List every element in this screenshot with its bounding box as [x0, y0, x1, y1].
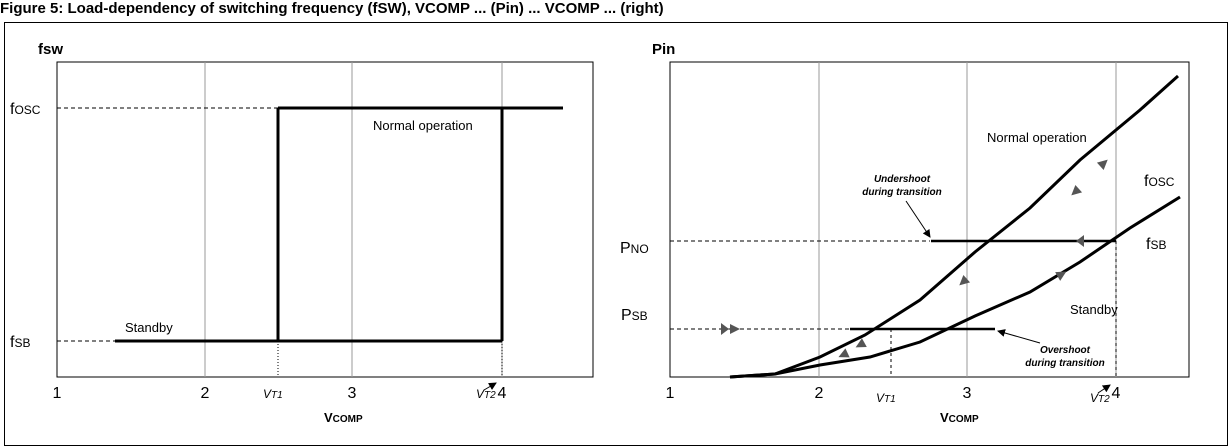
right-y-title: Pin	[652, 41, 675, 58]
right-overshoot-label-1: Overshoot	[1040, 345, 1091, 356]
right-arrow-fosc-down-1	[1071, 184, 1083, 196]
right-label-standby: Standby	[1070, 302, 1118, 317]
right-arrow-fosc-down-2	[959, 274, 971, 286]
right-undershoot-label-1: Undershoot	[874, 174, 931, 185]
right-arrow-fosc-down-3	[855, 338, 867, 348]
right-fosc-curve	[729, 74, 1180, 379]
left-y-label-fsb: fSB	[10, 334, 30, 351]
left-x-tick-3: 3	[348, 385, 357, 402]
left-x-title: VCOMP	[324, 410, 363, 425]
right-overshoot-label-2: during transition	[1025, 358, 1104, 369]
right-x-tick-3: 3	[963, 385, 972, 402]
right-undershoot-arrow	[905, 200, 931, 238]
right-x-tick-2: 2	[815, 385, 824, 402]
right-vt2-arrow	[1097, 384, 1111, 394]
right-x-tick-4: 4	[1112, 385, 1121, 402]
left-label-normal: Normal operation	[373, 118, 473, 133]
left-y-title: fsw	[38, 41, 63, 58]
right-undershoot-label-2: during transition	[862, 187, 941, 198]
right-arrow-fosc-up	[1096, 159, 1108, 171]
right-y-label-pno: PNO	[620, 240, 649, 257]
right-arrow-fsb-low	[838, 348, 850, 358]
left-vt2-arrow	[483, 382, 497, 391]
right-x-tick-1: 1	[666, 385, 675, 402]
left-x-tick-4: 4	[498, 385, 507, 402]
right-arrow-pno	[1076, 235, 1084, 247]
right-y-label-psb: PSB	[621, 307, 648, 324]
left-x-tick-2: 2	[201, 385, 210, 402]
right-vt2-label: VT2	[1090, 391, 1110, 405]
left-y-label-fosc: fOSC	[10, 101, 41, 118]
right-curve-label-fsb: fSB	[1146, 236, 1166, 253]
right-arrow-psb-2	[730, 324, 740, 334]
right-fsb-curve	[729, 195, 1181, 379]
left-vt2-label: VT2	[476, 387, 496, 401]
left-label-standby: Standby	[125, 320, 173, 335]
figure-caption: Figure 5: Load-dependency of switching f…	[0, 0, 664, 17]
right-arrow-psb	[721, 323, 729, 335]
right-vt1-label: VT1	[876, 391, 896, 405]
right-arrow-fsb-up	[1055, 271, 1067, 281]
left-plot: fsw fOSC fSB Normal operation Standby 1 …	[10, 41, 594, 425]
figure-frame	[4, 22, 1228, 446]
right-label-normal: Normal operation	[987, 130, 1087, 145]
left-x-tick-1: 1	[53, 385, 62, 402]
right-plot-area	[669, 61, 1190, 378]
right-x-title: VCOMP	[940, 410, 979, 425]
right-curve-label-fosc: fOSC	[1144, 173, 1175, 190]
left-plot-area	[56, 61, 594, 378]
right-plot: Pin PNO PSB Normal operation Standby fOS…	[620, 41, 1190, 425]
left-vt1-label: VT1	[263, 387, 283, 401]
right-overshoot-arrow	[997, 329, 1041, 344]
